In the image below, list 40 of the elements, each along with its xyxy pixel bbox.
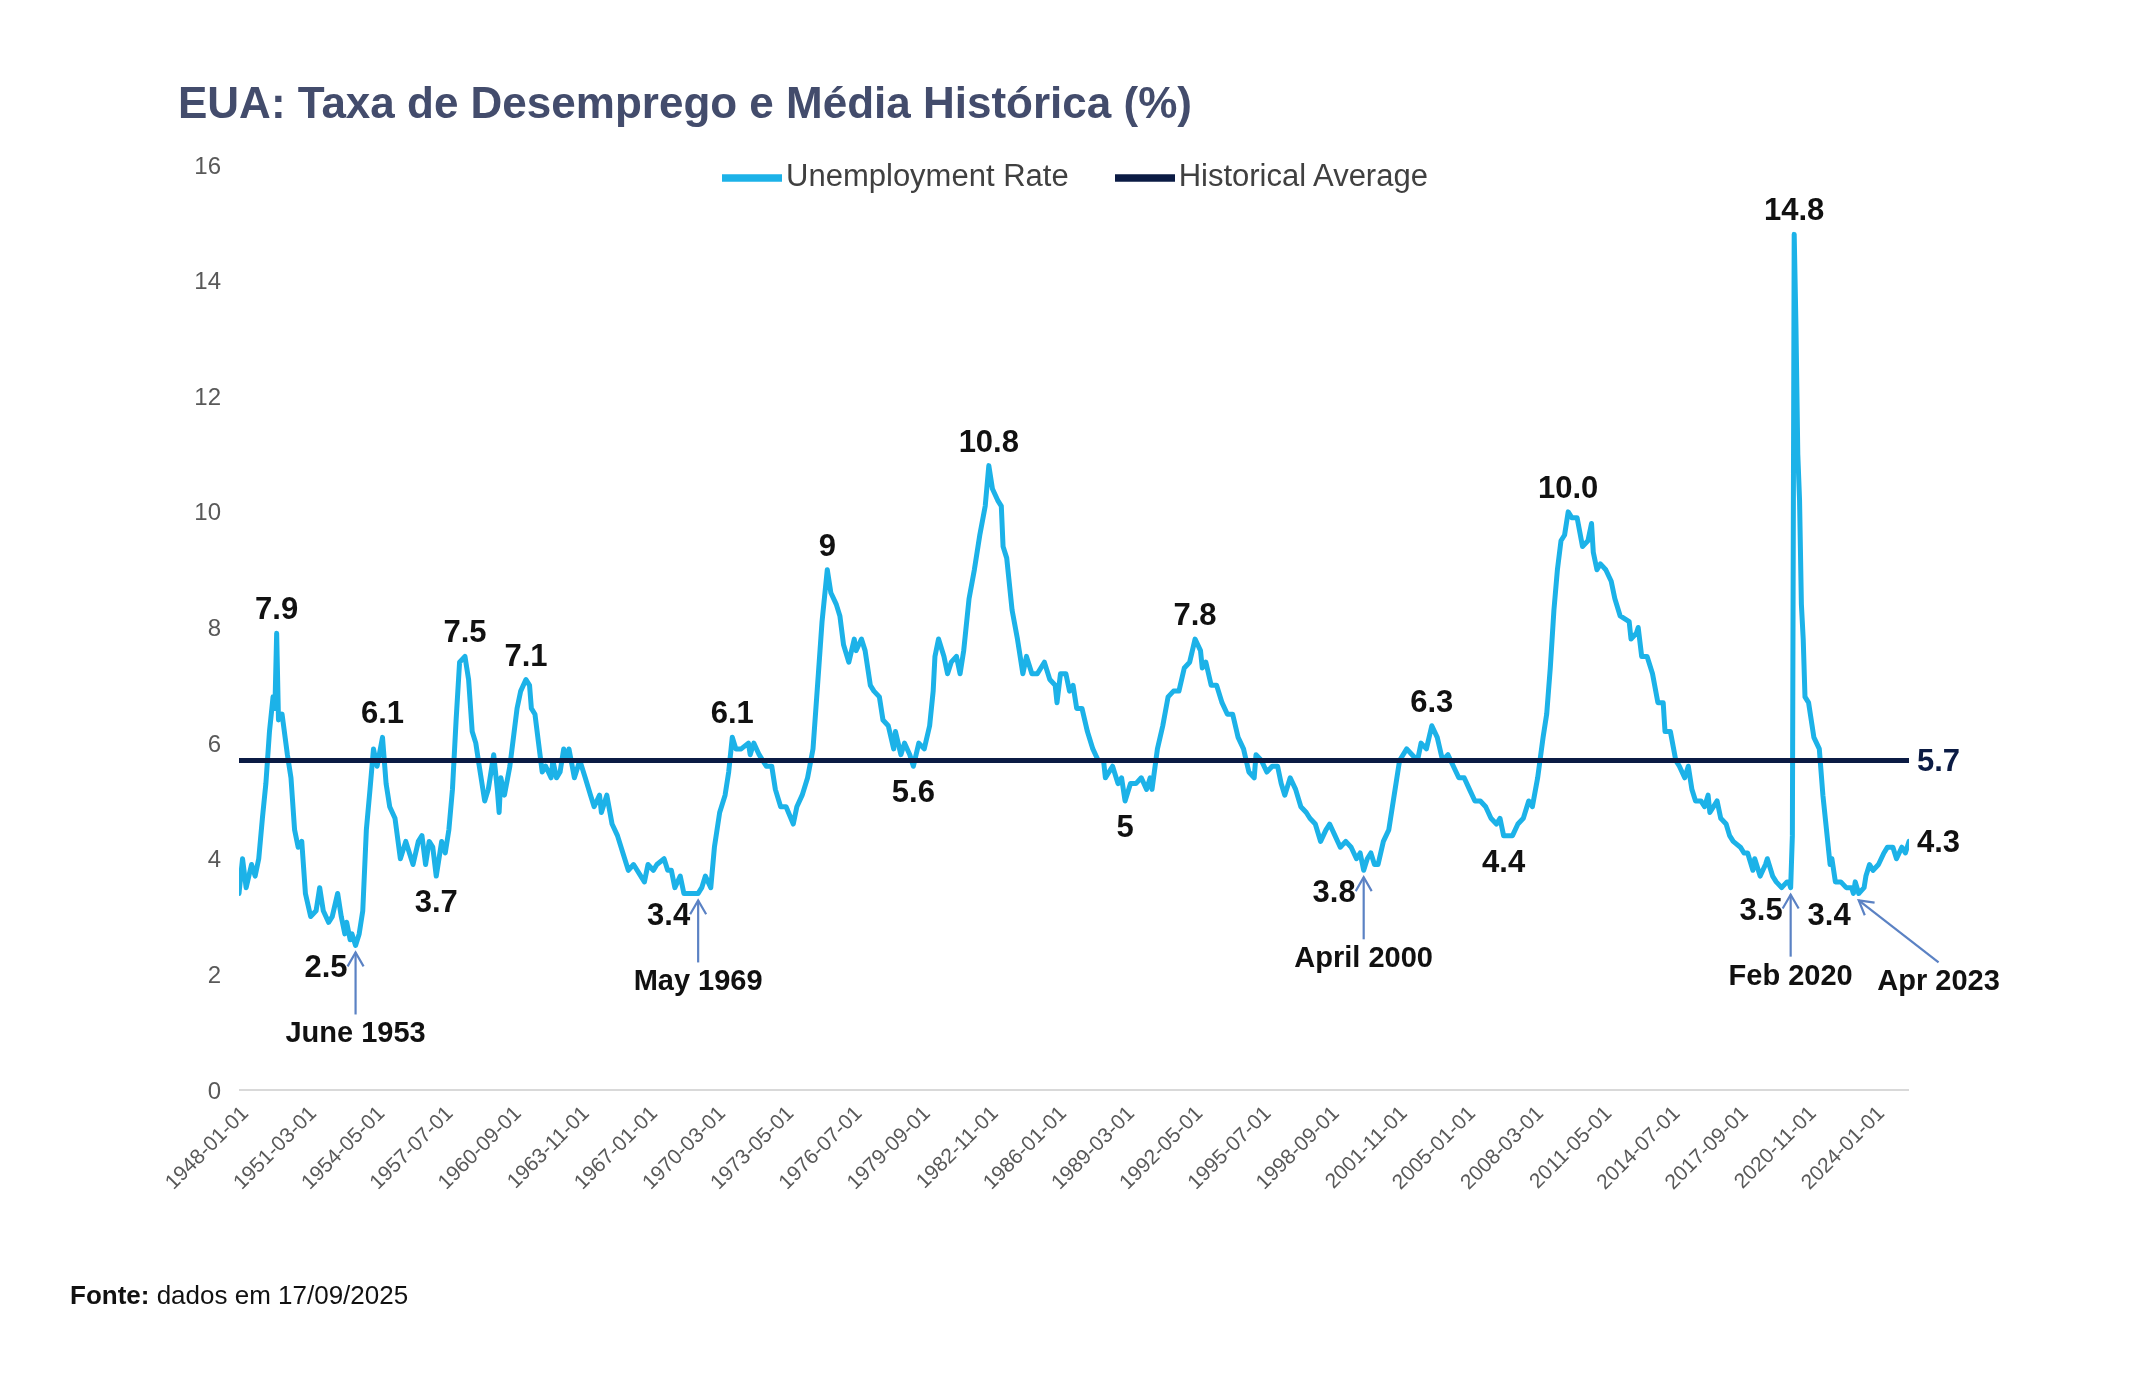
data-label: 6.3 [1410,683,1454,719]
y-tick-label: 2 [207,960,221,988]
annotation: Apr 2023 [1877,964,2000,997]
data-label: 5 [1116,808,1134,844]
annotation: April 2000 [1294,941,1434,974]
data-label: 10.0 [1538,469,1599,505]
legend-label: Unemployment Rate [786,158,1070,194]
data-label: 3.8 [1312,874,1356,910]
chart-title: EUA: Taxa de Desemprego e Média Histórica (%) [178,78,1192,128]
data-label: 3.5 [1739,891,1783,927]
data-label: 9 [818,527,836,563]
y-tick-label: 8 [207,614,221,642]
y-tick-label: 0 [207,1076,221,1104]
data-label: 10.8 [958,423,1019,459]
data-label: 7.1 [504,637,548,673]
data-label: 3.4 [1807,897,1852,933]
y-tick-label: 14 [194,267,221,295]
data-label: 4.4 [1482,843,1526,879]
data-label: 6.1 [710,695,754,731]
data-label: 2.5 [304,949,348,985]
data-label: 7.8 [1173,597,1217,633]
y-tick-label: 16 [194,151,221,179]
y-tick-label: 12 [194,382,221,410]
y-tick-label: 4 [207,845,221,873]
data-label: 5.6 [891,774,935,810]
data-label: 7.5 [443,614,487,650]
y-tick-label: 10 [194,498,221,526]
data-label: 3.4 [647,897,691,933]
data-label: 6.1 [360,695,405,731]
data-label: 5.7 [1917,743,1961,779]
y-tick-label: 6 [207,729,221,757]
legend-label: Historical Average [1178,158,1429,194]
data-label: 4.3 [1917,824,1961,860]
data-label: 3.7 [414,884,458,920]
source-note: Fonte: dados em 17/09/2025 [70,1280,409,1310]
annotation: May 1969 [633,964,763,997]
data-label: 14.8 [1764,192,1825,228]
annotation: Feb 2020 [1728,958,1853,991]
annotation: June 1953 [285,1016,426,1049]
data-label: 7.9 [255,591,299,627]
